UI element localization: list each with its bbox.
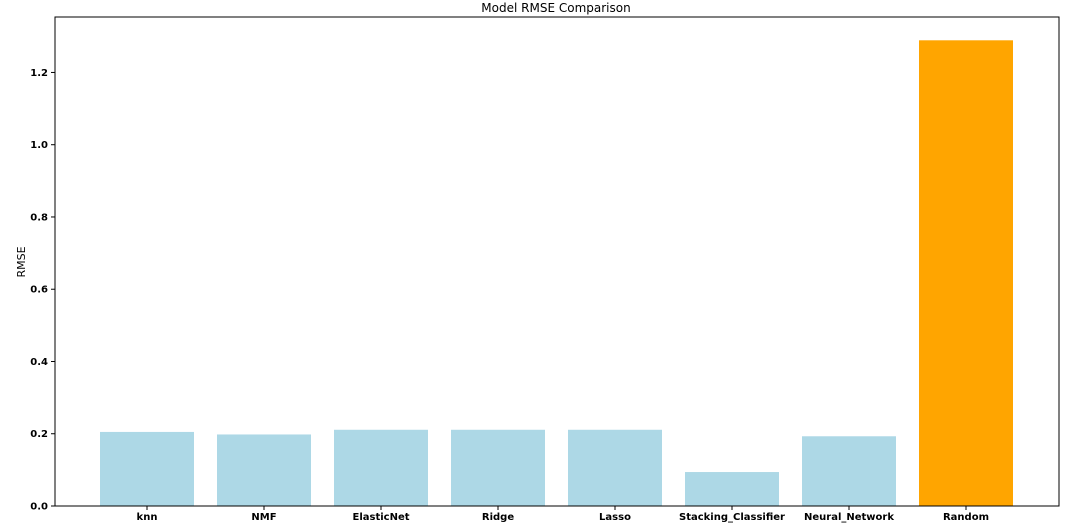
x-tick-label: Lasso [599, 512, 631, 523]
bar-nmf [217, 434, 311, 506]
x-tick-label: Ridge [482, 512, 514, 523]
axes-frame [54, 16, 1060, 507]
chart-title: Model RMSE Comparison [481, 1, 630, 15]
bar-knn [100, 431, 194, 506]
y-axis-label: RMSE [15, 246, 28, 277]
bars-group [100, 40, 1013, 506]
y-tick-label: 0.2 [30, 429, 48, 440]
bar-neural-network [802, 436, 896, 506]
y-tick-label: 1.2 [30, 68, 48, 79]
x-tick-label: Neural_Network [804, 512, 894, 523]
bar-random [919, 40, 1013, 506]
y-tick-label: 0.8 [30, 212, 48, 223]
y-tick-label: 0.0 [30, 502, 48, 513]
bar-ridge [451, 429, 545, 506]
bar-lasso [568, 429, 662, 506]
x-tick-label: knn [137, 512, 158, 523]
y-tick-label: 1.0 [30, 140, 48, 151]
bar-stacking-classifier [685, 472, 779, 506]
y-ticks-group: 0.0 0.2 0.4 0.6 0.8 1.0 1.2 [30, 68, 55, 513]
x-tick-label: Random [943, 512, 989, 523]
x-ticks-group: knn NMF ElasticNet Ridge Lasso Stacking_Class… [137, 506, 989, 523]
y-tick-label: 0.4 [30, 357, 48, 368]
y-tick-label: 0.6 [30, 285, 48, 296]
x-tick-label: NMF [251, 512, 276, 523]
x-tick-label: Stacking_Classifier [679, 512, 785, 523]
x-tick-label: ElasticNet [352, 512, 409, 523]
bar-elasticnet [334, 429, 428, 506]
